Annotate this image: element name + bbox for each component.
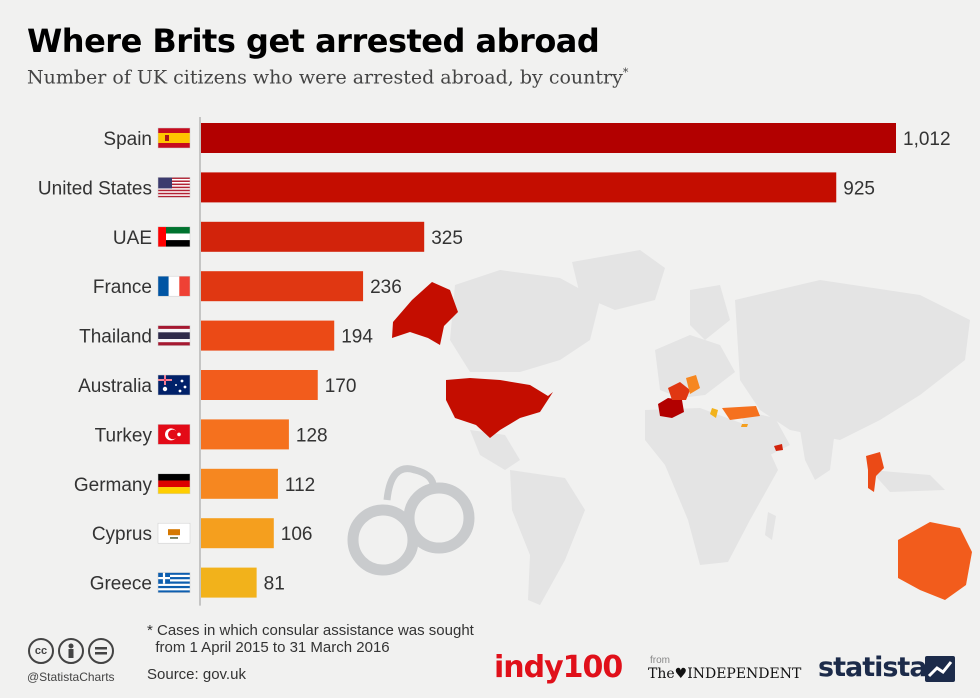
map-cyprus [741,424,748,427]
indy100-logo[interactable]: indy100 [494,650,623,685]
map-canada [450,270,600,372]
bar-australia [201,370,318,400]
bar-germany [201,468,278,499]
map-spain [658,398,684,418]
map-greenland [572,250,665,310]
statista-logo-icon[interactable] [925,656,955,682]
map-madagascar [765,512,776,540]
flag-germany-icon [157,473,191,495]
statista-logo[interactable]: statista [818,652,928,683]
bar-turkey [201,419,289,450]
category-label: UAE [113,228,152,249]
flag-united-states-icon [157,177,191,198]
map-france [668,382,690,400]
map-south-america [510,470,585,605]
map-uae [774,444,783,451]
map-central-america [470,430,520,470]
map-asia [735,280,970,440]
map-thailand [866,452,884,492]
bar-spain [201,123,896,153]
bar-united-states [201,172,837,203]
data-label: 170 [325,376,357,397]
category-label: Spain [103,129,152,150]
map-germany [686,375,700,394]
category-label: Germany [74,475,153,496]
chart-subtitle: Number of UK citizens who were arrested … [27,66,629,89]
license-icons[interactable]: cc [28,638,114,664]
data-label: 925 [843,178,875,199]
from-label: from [650,655,670,666]
flag-cyprus-icon [157,522,191,544]
data-label: 1,012 [903,129,951,150]
flag-spain-icon [157,127,191,149]
cc-icon[interactable]: cc [28,638,54,664]
flag-australia-icon [157,374,191,396]
footnote: * Cases in which consular assistance was… [147,622,474,656]
map-united-states [446,378,553,438]
category-label: Australia [78,376,152,397]
category-label: Cyprus [92,524,152,545]
source-link[interactable]: Source: gov.uk [147,666,246,683]
map-turkey [722,406,760,420]
map-scandinavia [690,285,730,340]
bar-uae [201,221,425,252]
independent-logo[interactable]: The♥INDEPENDENT [648,666,802,682]
data-label: 112 [285,475,315,496]
category-label: United States [38,178,152,199]
map-alaska [392,282,458,345]
category-label: France [93,277,152,298]
flag-france-icon [157,275,191,297]
data-label: 81 [264,574,285,595]
map-greece [710,408,718,418]
category-label: Thailand [79,327,152,348]
handcuffs-icon [347,465,475,576]
flag-uae-icon [157,226,191,248]
map-indonesia [870,470,945,492]
flag-turkey-icon [157,424,191,445]
map-india [800,430,835,480]
data-label: 194 [341,327,373,348]
flag-thailand-icon [157,325,191,346]
map-middle-east [740,410,790,455]
data-label: 106 [281,524,313,545]
map-europe [655,335,735,398]
data-label: 128 [296,425,328,446]
bar-greece [201,567,257,598]
data-label: 325 [431,228,463,249]
map-africa [645,408,778,565]
data-label: 236 [370,277,402,298]
bar-cyprus [201,518,274,549]
statista-handle[interactable]: @StatistaCharts [27,670,115,684]
bar-thailand [201,320,335,351]
chart-title: Where Brits get arrested abroad [27,22,600,60]
by-icon[interactable] [58,638,84,664]
nd-icon[interactable] [88,638,114,664]
asterisk: * [622,66,629,79]
map-australia [898,522,972,600]
flag-greece-icon [157,572,191,593]
bar-france [201,271,364,302]
category-label: Greece [90,574,152,595]
category-label: Turkey [95,425,153,446]
